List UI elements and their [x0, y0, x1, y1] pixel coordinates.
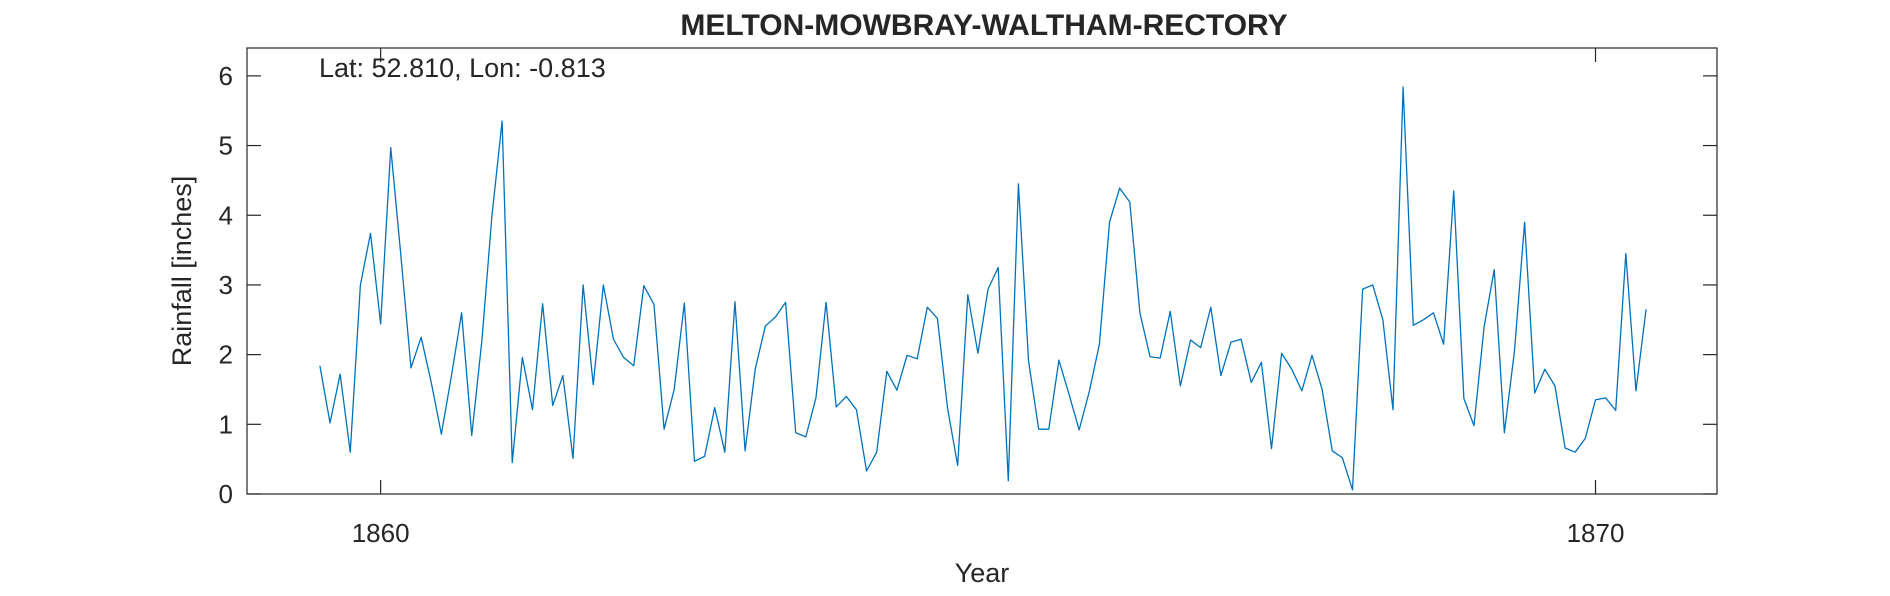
- y-tick-label: 1: [219, 409, 233, 439]
- y-axis: 0 1 2 3 4 5 6: [219, 61, 1717, 509]
- y-axis-label: Rainfall [inches]: [167, 176, 197, 367]
- location-annotation: Lat: 52.810, Lon: -0.813: [319, 53, 606, 83]
- y-tick-label: 4: [219, 200, 233, 230]
- y-tick-label: 3: [219, 270, 233, 300]
- plot-area-frame: [246, 47, 1718, 495]
- rainfall-series-line: [319, 86, 1647, 491]
- x-tick-label: 1860: [352, 518, 410, 548]
- y-tick-label: 5: [219, 131, 233, 161]
- x-axis-label: Year: [955, 558, 1010, 588]
- y-tick-label: 0: [219, 479, 233, 509]
- y-tick-label: 2: [219, 340, 233, 370]
- x-axis: 1860 1870: [352, 48, 1625, 548]
- x-tick-label: 1870: [1567, 518, 1625, 548]
- y-tick-label: 6: [219, 61, 233, 91]
- chart-title: MELTON-MOWBRAY-WALTHAM-RECTORY: [680, 9, 1287, 42]
